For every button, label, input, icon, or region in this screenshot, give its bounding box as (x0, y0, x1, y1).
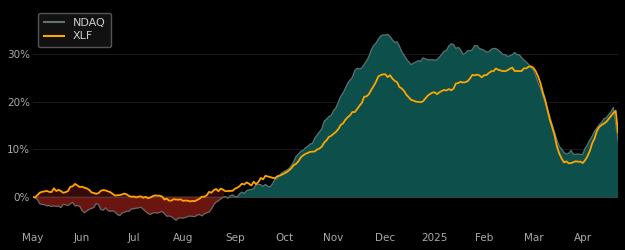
Legend: NDAQ, XLF: NDAQ, XLF (38, 12, 111, 47)
